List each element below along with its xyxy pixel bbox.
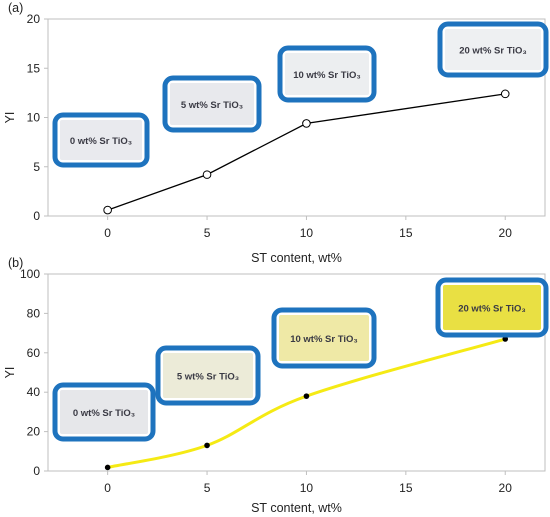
x-tick-label: 15	[399, 481, 413, 495]
x-tick-label: 20	[499, 481, 513, 495]
sample-label: 5 wt% Sr TiO₃	[181, 100, 243, 111]
sample-photo	[279, 315, 369, 361]
x-tick-label: 5	[204, 226, 211, 240]
sample-photo	[443, 285, 541, 330]
sample-photo	[60, 390, 148, 434]
x-axis-title: ST content, wt%	[251, 251, 342, 265]
y-tick-label: 100	[20, 267, 40, 281]
data-point	[202, 170, 212, 179]
y-tick-label: 20	[27, 425, 41, 439]
sample-label: 10 wt% Sr TiO₃	[290, 334, 358, 345]
panel-label: (b)	[8, 256, 23, 270]
sample-label: 10 wt% Sr TiO₃	[293, 70, 361, 81]
y-tick-label: 10	[27, 111, 41, 125]
y-tick-label: 0	[33, 209, 40, 223]
y-tick-label: 60	[27, 346, 41, 360]
x-tick-label: 20	[499, 226, 513, 240]
y-tick-label: 80	[27, 306, 41, 320]
sample-label: 5 wt% Sr TiO₃	[177, 372, 239, 383]
x-tick-label: 10	[300, 226, 314, 240]
x-tick-label: 0	[104, 481, 111, 495]
data-point	[104, 464, 111, 471]
y-tick-label: 5	[33, 160, 40, 174]
data-point	[502, 336, 509, 342]
sample-photo	[170, 83, 254, 125]
sample-label: 0 wt% Sr TiO₃	[73, 408, 135, 419]
sample-photo	[285, 53, 369, 95]
panel-b: 0 20 40 60 80 100 0 5 10 15 20 ST content, wt% YI (b)…	[3, 256, 549, 515]
x-tick-label: 10	[300, 481, 314, 495]
data-point	[204, 442, 210, 449]
series-line	[107, 337, 506, 469]
x-tick-label: 5	[204, 481, 211, 495]
sample-photo	[163, 353, 253, 398]
series-line	[107, 93, 506, 211]
sample-photo	[445, 29, 541, 70]
y-tick-label: 20	[27, 12, 41, 26]
y-tick-label: 0	[33, 464, 40, 478]
sample-label: 20 wt% Sr TiO₃	[459, 46, 527, 57]
x-tick-label: 15	[399, 226, 413, 240]
plot-area	[47, 273, 546, 472]
sample-photo	[60, 120, 142, 160]
y-axis-title: YI	[3, 112, 17, 124]
panel-label: (a)	[8, 1, 23, 15]
sample-label: 20 wt% Sr TiO₃	[458, 304, 526, 315]
sample-label: 0 wt% Sr TiO₃	[70, 136, 132, 147]
data-point	[103, 205, 112, 215]
y-axis-title: YI	[3, 367, 17, 379]
y-tick-label: 15	[27, 61, 41, 75]
y-tick-label: 40	[27, 385, 41, 399]
data-point	[500, 89, 510, 99]
x-axis-title: ST content, wt%	[251, 501, 342, 515]
data-point	[303, 393, 310, 399]
x-tick-label: 0	[104, 226, 111, 240]
panel-a: 0 5 10 15 20 0 5 10 15 20 ST content, wt% YI (a) 0 wt…	[3, 1, 549, 265]
data-point	[302, 119, 311, 128]
